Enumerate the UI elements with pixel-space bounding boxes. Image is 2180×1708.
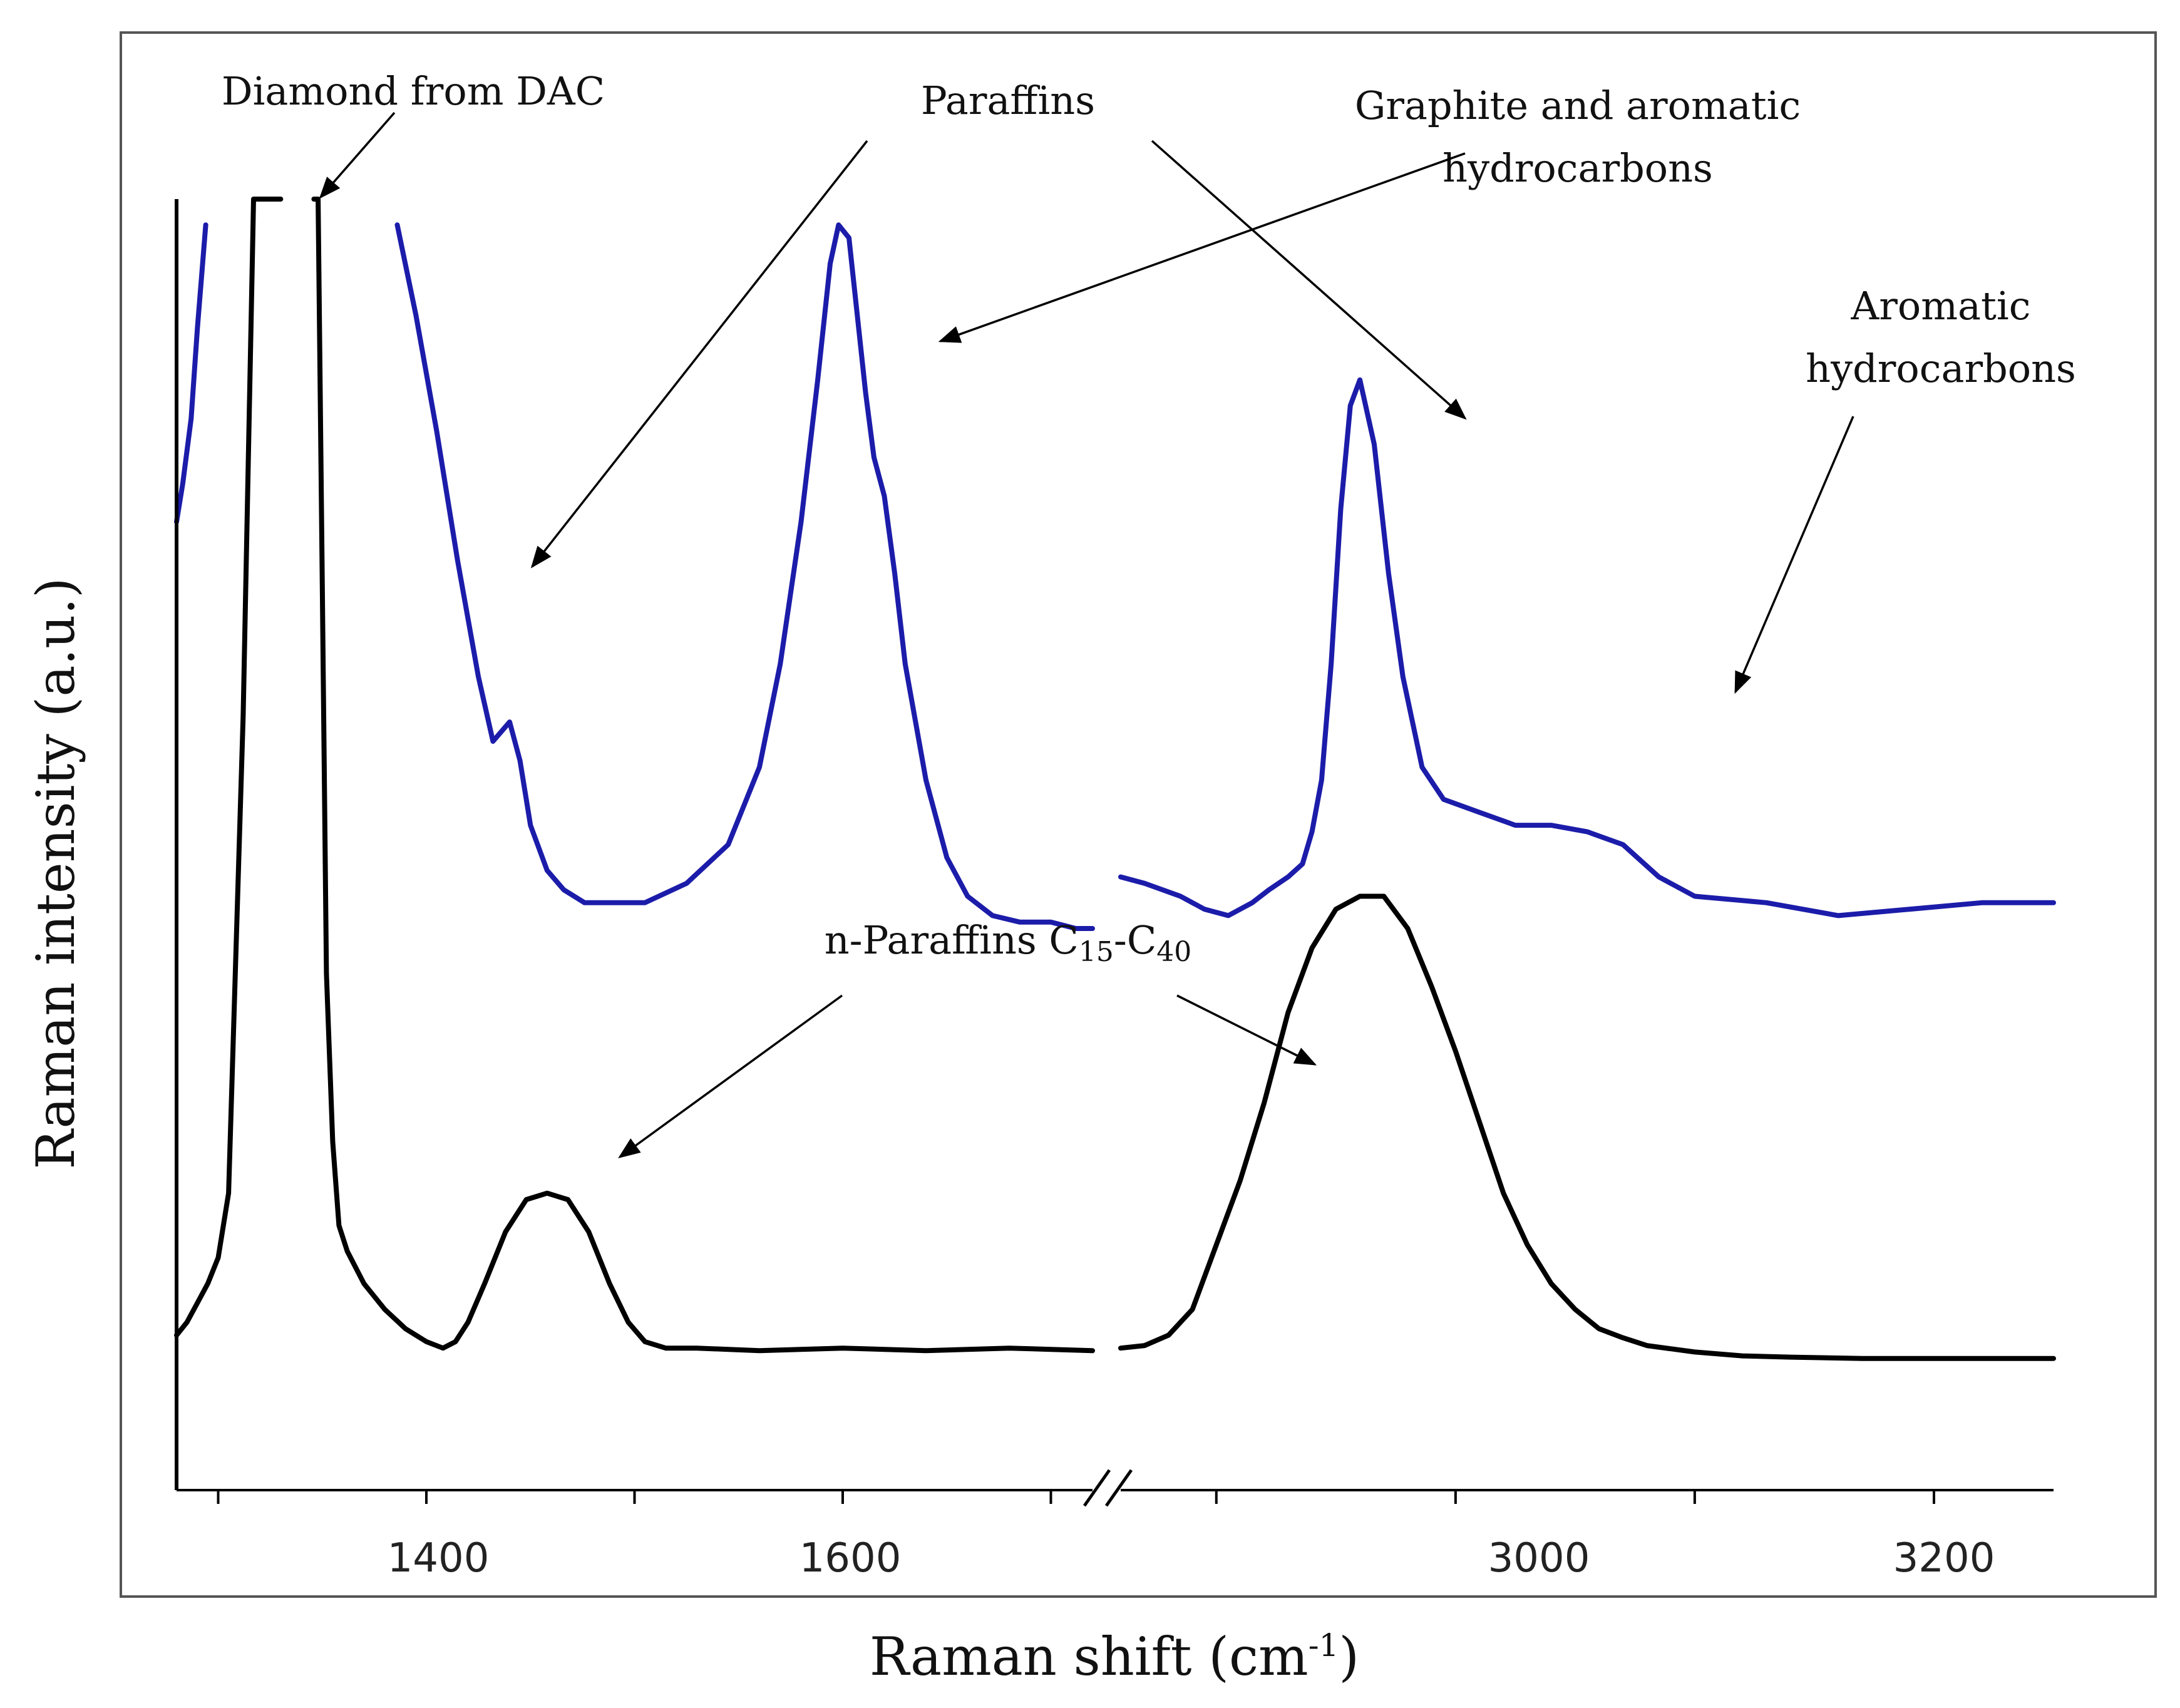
axis-break-mark-1 [1082, 1469, 1111, 1507]
series-0-segment-0 [174, 222, 208, 525]
x-axis-title-end: ) [1339, 1626, 1359, 1687]
series-2-segment-1 [311, 197, 1095, 1354]
chart-frame [120, 31, 2157, 1598]
annotation-n-paraffins-sub1: 15 [1079, 936, 1114, 968]
annotation-n-paraffins-sub2: 40 [1156, 936, 1191, 968]
annotation-graphite-aromatic-line1: Graphite and aromatic [1355, 83, 1801, 128]
annotation-paraffins: Paraffins [921, 78, 1095, 123]
x-axis-title-main: Raman shift (cm [870, 1626, 1309, 1687]
x-tick-label-1400: 1400 [388, 1535, 490, 1582]
x-axis-title: Raman shift (cm-1) [870, 1626, 1359, 1687]
annotation-aromatic-line2: hydrocarbons [1806, 346, 2076, 391]
x-axis-title-sup: -1 [1309, 1627, 1339, 1664]
tick-layer [217, 1490, 1935, 1504]
arrow-diamond [319, 111, 396, 199]
axis-break-mark-2 [1104, 1469, 1133, 1507]
arrow-graphite [938, 152, 1466, 343]
annotation-graphite-aromatic-line2: hydrocarbons [1442, 145, 1713, 191]
annotation-aromatic-line1: Aromatic [1851, 283, 2031, 329]
series-0-segment-1 [394, 222, 1095, 931]
series-1-segment-0 [1118, 377, 2056, 918]
x-tick-label-3000: 3000 [1488, 1535, 1590, 1582]
annotation-n-paraffins-mid: -C [1114, 917, 1156, 963]
series-2-segment-2 [1118, 893, 2056, 1361]
annotation-n-paraffins-main: n-Paraffins C [825, 917, 1079, 963]
x-tick-label-1600: 1600 [800, 1535, 902, 1582]
arrow-aromatic [1734, 416, 1854, 694]
arrow-n-paraffins-right [1176, 994, 1317, 1066]
series-layer [174, 197, 2056, 1361]
arrow-paraffins-left [530, 140, 868, 568]
arrow-n-paraffins-left [618, 994, 843, 1159]
x-tick-label-3200: 3200 [1893, 1535, 1995, 1582]
annotation-diamond-from-dac: Diamond from DAC [222, 68, 605, 114]
y-axis-title: Raman intensity (a.u.) [25, 577, 86, 1169]
annotation-n-paraffins: n-Paraffins C15-C40 [825, 917, 1192, 968]
series-2-segment-0 [174, 197, 284, 1338]
arrow-paraffins-right [1151, 140, 1467, 420]
